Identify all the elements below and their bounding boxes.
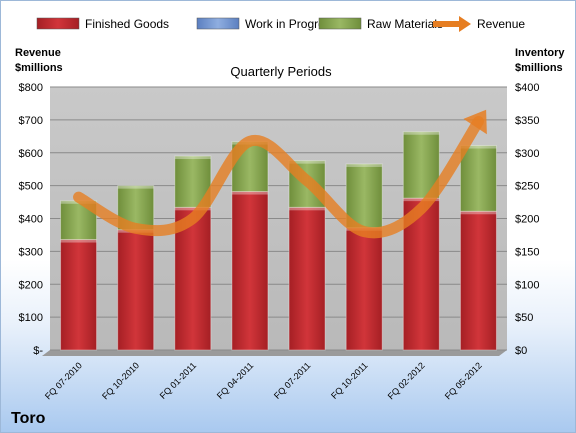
bar-top-highlight	[231, 191, 268, 195]
right-tick-label: $50	[515, 312, 533, 324]
legend-label: Raw Materials	[367, 17, 443, 31]
legend-label: Finished Goods	[85, 17, 169, 31]
left-tick-label: $600	[19, 148, 43, 160]
x-tick-label: FQ 01-2011	[158, 360, 199, 401]
bar-top-highlight	[174, 156, 211, 160]
bar-top-highlight	[346, 163, 383, 167]
right-axis-title-line2: $millions	[515, 62, 563, 74]
left-tick-label: $800	[19, 82, 43, 94]
x-tick-label: FQ 07-2010	[43, 360, 84, 401]
left-tick-label: $400	[19, 214, 43, 226]
right-tick-label: $300	[515, 148, 539, 160]
right-axis-title-line1: Inventory	[515, 47, 565, 59]
left-tick-label: $500	[19, 181, 43, 193]
x-tick-label: FQ 02-2012	[386, 360, 427, 401]
right-tick-label: $400	[515, 82, 539, 94]
right-tick-label: $0	[515, 345, 527, 357]
left-tick-label: $700	[19, 115, 43, 127]
bar-top-highlight	[403, 131, 440, 135]
company-name: Toro	[11, 410, 46, 427]
bar-top-highlight	[289, 160, 326, 164]
left-axis-title-line2: $millions	[15, 62, 63, 74]
bar-finished-goods	[345, 227, 383, 351]
revenue-arrowhead	[463, 109, 487, 135]
legend-label: Work in Progress	[245, 17, 337, 31]
plot-floor	[42, 350, 507, 356]
bar-finished-goods	[459, 210, 497, 351]
bar-finished-goods	[231, 191, 269, 351]
bar-top-highlight	[117, 185, 154, 189]
legend-label: Revenue	[477, 17, 525, 31]
legend-swatch-raw-materials	[318, 17, 362, 30]
right-tick-label: $200	[515, 214, 539, 226]
x-tick-label: FQ 07-2011	[272, 360, 313, 401]
chart-subtitle: Quarterly Periods	[230, 64, 332, 79]
left-tick-label: $300	[19, 246, 43, 258]
bar-top-highlight	[403, 198, 440, 202]
bar-finished-goods	[117, 229, 155, 351]
bar-raw-materials	[174, 155, 212, 208]
right-tick-label: $350	[515, 115, 539, 127]
x-tick-label: FQ 04-2011	[215, 360, 256, 401]
right-tick-label: $100	[515, 279, 539, 291]
right-tick-label: $150	[515, 246, 539, 258]
left-tick-label: $200	[19, 279, 43, 291]
legend-swatch-work-in-progress	[196, 17, 240, 30]
bar-top-highlight	[460, 211, 497, 215]
left-tick-label: $100	[19, 312, 43, 324]
left-tick-label: $-	[33, 345, 43, 357]
x-tick-label: FQ 10-2011	[329, 360, 370, 401]
bar-raw-materials	[459, 145, 497, 212]
legend-swatch-arrowhead	[459, 16, 471, 32]
x-tick-label: FQ 10-2010	[100, 360, 141, 401]
bar-finished-goods	[288, 206, 326, 351]
right-tick-label: $250	[515, 181, 539, 193]
legend-swatch-finished-goods	[36, 17, 80, 30]
bar-top-highlight	[174, 207, 211, 211]
bar-top-highlight	[60, 239, 97, 243]
left-axis-title-line1: Revenue	[15, 47, 61, 59]
revenue-line	[73, 116, 484, 239]
bar-top-highlight	[289, 207, 326, 211]
x-tick-label: FQ 05-2012	[443, 360, 484, 401]
bar-top-highlight	[460, 145, 497, 149]
bar-finished-goods	[60, 239, 98, 351]
